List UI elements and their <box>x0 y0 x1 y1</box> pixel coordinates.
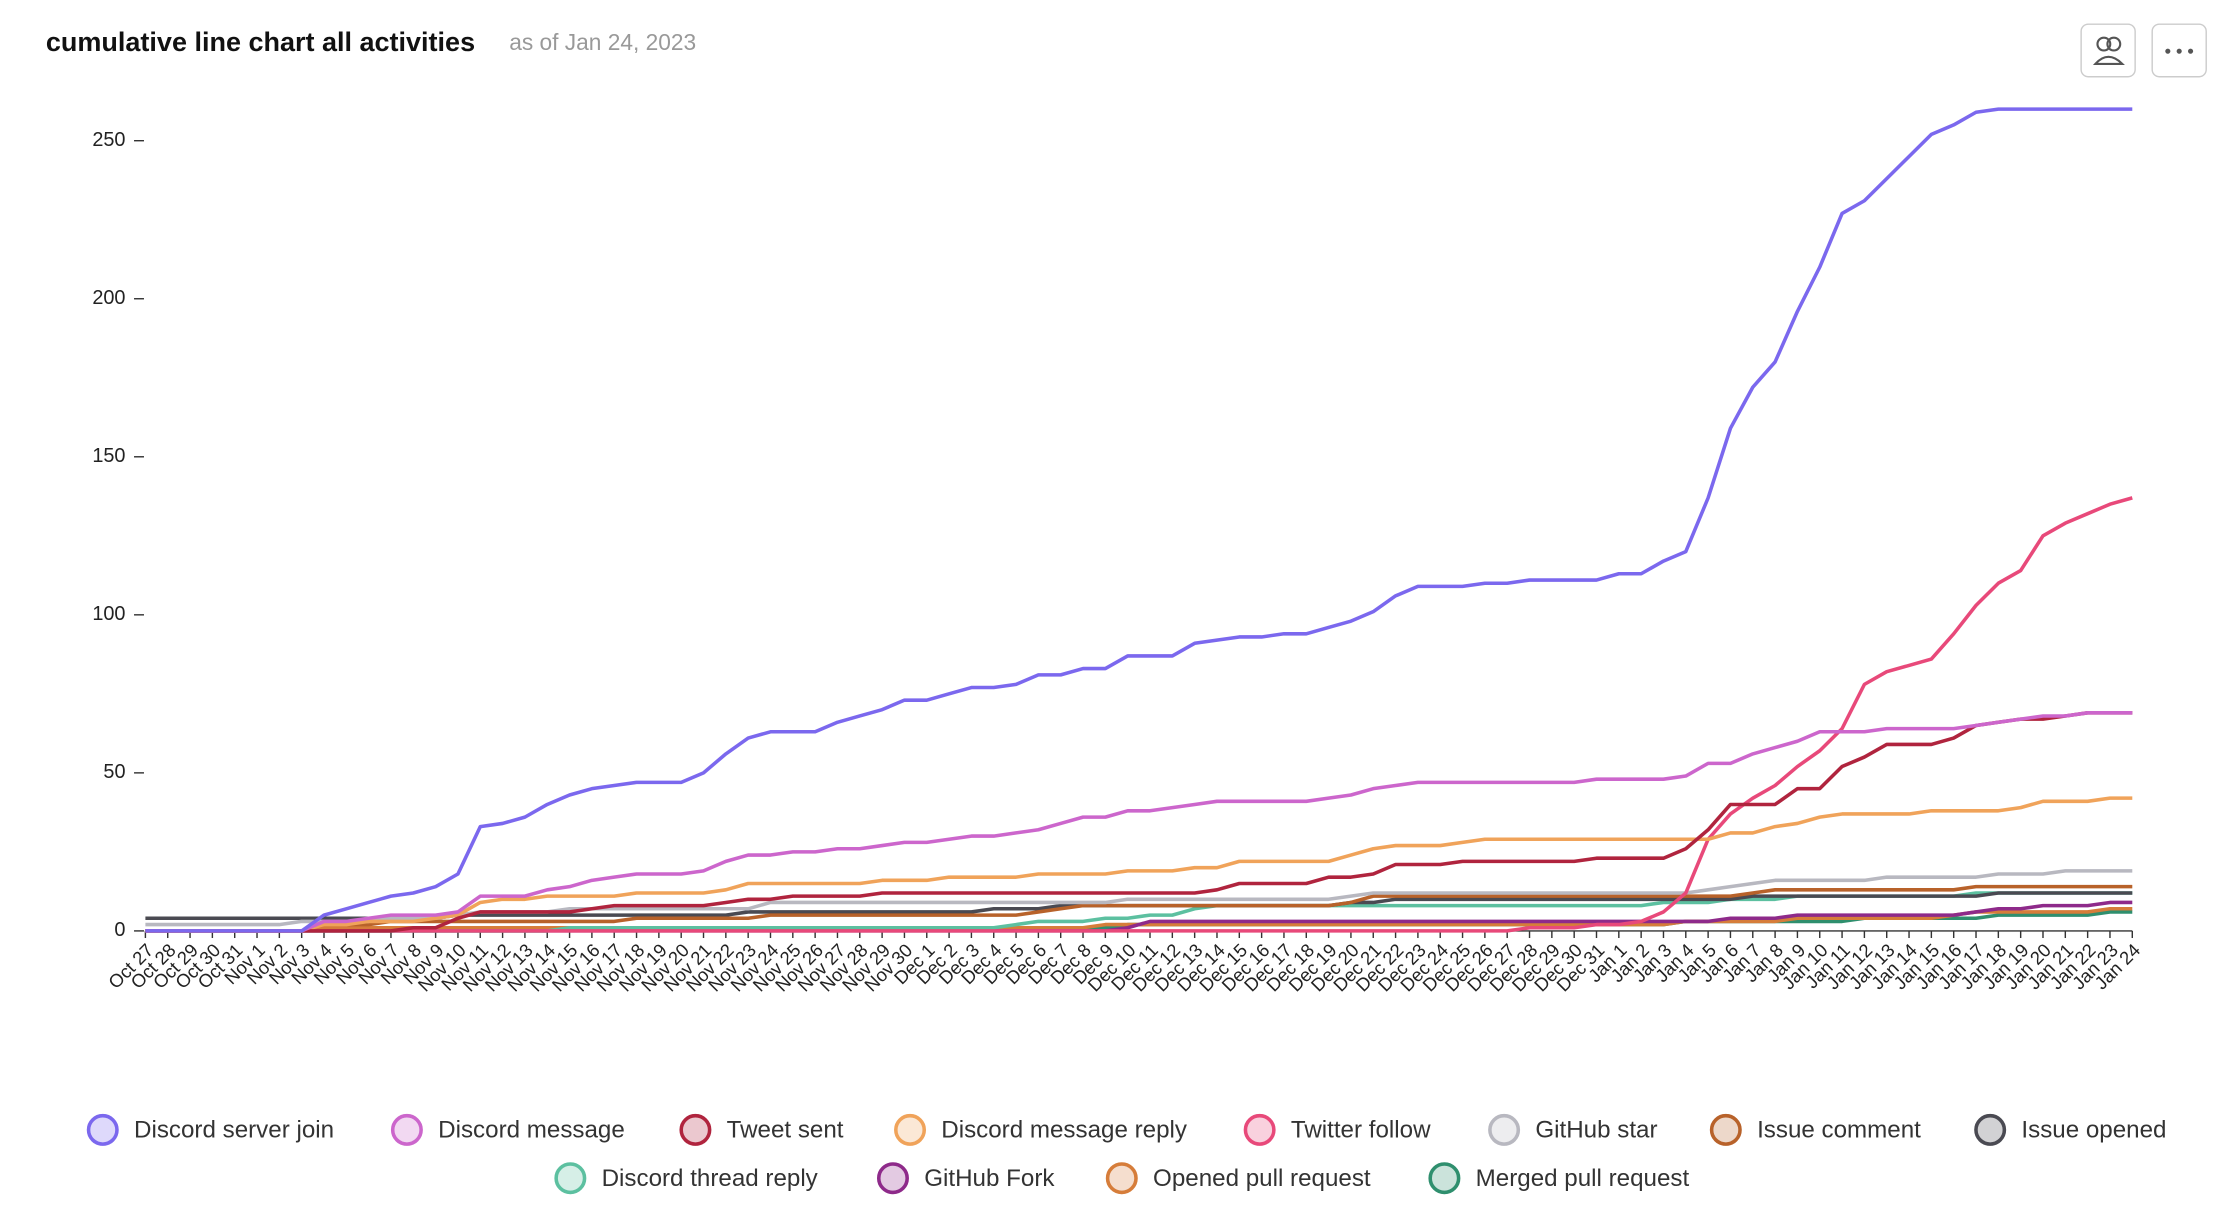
chart-subtitle: as of Jan 24, 2023 <box>509 29 696 55</box>
more-button[interactable] <box>2151 23 2207 78</box>
legend-swatch <box>894 1113 927 1146</box>
legend-label: Issue opened <box>2021 1117 2166 1144</box>
legend-swatch <box>1428 1162 1461 1195</box>
legend-swatch <box>554 1162 587 1195</box>
legend-swatch <box>679 1113 712 1146</box>
legend-item: Issue opened <box>1974 1113 2166 1146</box>
legend-item: Issue comment <box>1709 1113 1921 1146</box>
legend-item: GitHub star <box>1488 1113 1658 1146</box>
chart-title: cumulative line chart all activities <box>46 27 475 57</box>
more-icon <box>2165 48 2171 54</box>
legend-item: Discord thread reply <box>554 1162 819 1195</box>
series-line <box>145 884 2133 933</box>
legend-label: Twitter follow <box>1291 1117 1431 1144</box>
share-icon <box>2092 55 2125 66</box>
legend-swatch <box>1105 1162 1138 1195</box>
series-line <box>145 496 2133 933</box>
series-line <box>145 711 2133 933</box>
legend-label: GitHub star <box>1535 1117 1657 1144</box>
legend-swatch <box>1974 1113 2007 1146</box>
more-icon <box>2176 48 2182 54</box>
y-tick-label: 200 <box>92 287 125 309</box>
legend-label: Opened pull request <box>1153 1165 1371 1192</box>
legend-item: Merged pull request <box>1428 1162 1690 1195</box>
legend-item: Discord message <box>390 1113 625 1146</box>
y-tick-label: 50 <box>103 761 125 783</box>
legend-swatch <box>86 1113 119 1146</box>
legend-label: GitHub Fork <box>924 1165 1055 1192</box>
legend-label: Discord thread reply <box>602 1165 819 1192</box>
legend-label: Discord message reply <box>941 1117 1188 1144</box>
y-tick-label: 100 <box>92 603 125 625</box>
legend-swatch <box>876 1162 909 1195</box>
y-tick-label: 0 <box>114 919 125 941</box>
series-line <box>145 711 2133 933</box>
legend-swatch <box>390 1113 423 1146</box>
series-line <box>145 107 2133 933</box>
legend-label: Tweet sent <box>727 1117 844 1144</box>
legend-label: Discord server join <box>134 1117 334 1144</box>
legend-item: Twitter follow <box>1243 1113 1431 1146</box>
y-tick-label: 250 <box>92 129 125 151</box>
legend-item: Discord message reply <box>894 1113 1188 1146</box>
legend-label: Merged pull request <box>1476 1165 1690 1192</box>
series-line <box>145 796 2133 933</box>
legend-label: Discord message <box>438 1117 625 1144</box>
share-button[interactable] <box>2080 23 2136 78</box>
legend-item: Discord server join <box>86 1113 334 1146</box>
legend-swatch <box>1709 1113 1742 1146</box>
y-tick-label: 150 <box>92 445 125 467</box>
legend-swatch <box>1243 1113 1276 1146</box>
legend-item: Opened pull request <box>1105 1162 1371 1195</box>
legend-label: Issue comment <box>1757 1117 1921 1144</box>
legend-swatch <box>1488 1113 1521 1146</box>
legend-item: Tweet sent <box>679 1113 844 1146</box>
share-icon <box>2106 36 2122 52</box>
share-icon <box>2096 36 2112 52</box>
legend-item: GitHub Fork <box>876 1162 1055 1195</box>
more-icon <box>2188 48 2194 54</box>
share-button-box[interactable] <box>2080 23 2136 78</box>
